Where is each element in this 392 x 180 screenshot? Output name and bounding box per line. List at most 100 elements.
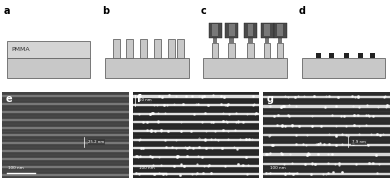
Bar	[229, 38, 234, 43]
Bar	[132, 153, 260, 161]
Bar	[2, 139, 129, 146]
Bar	[2, 174, 129, 175]
Bar	[132, 101, 260, 109]
Bar	[132, 113, 260, 114]
Bar	[2, 123, 129, 131]
Text: 25.2 nm: 25.2 nm	[88, 140, 104, 144]
Bar	[132, 139, 260, 140]
Bar	[2, 163, 129, 170]
Bar	[2, 115, 129, 123]
Bar	[2, 108, 129, 115]
Bar	[264, 43, 270, 58]
Bar	[132, 144, 260, 152]
Bar	[203, 58, 287, 78]
Bar	[263, 169, 390, 178]
Bar	[261, 23, 274, 38]
Bar	[2, 124, 129, 131]
Bar	[2, 100, 129, 107]
Bar	[132, 100, 260, 109]
Bar	[132, 118, 260, 126]
Bar	[132, 95, 260, 96]
Bar	[2, 92, 129, 99]
Bar	[2, 150, 129, 151]
Bar	[2, 116, 129, 123]
Bar	[229, 24, 234, 36]
Bar	[274, 23, 287, 38]
Bar	[263, 159, 390, 169]
Bar	[225, 23, 238, 38]
Bar	[132, 170, 260, 178]
Bar	[213, 38, 217, 43]
Bar	[263, 121, 390, 130]
Bar	[2, 171, 129, 178]
Bar	[2, 163, 129, 170]
Bar	[263, 169, 390, 178]
Bar	[2, 147, 129, 155]
Bar	[132, 92, 260, 100]
Bar	[263, 163, 390, 164]
Bar	[132, 161, 260, 170]
Bar	[278, 57, 282, 59]
Bar	[278, 38, 282, 43]
Bar	[263, 140, 390, 149]
Bar	[132, 121, 260, 122]
Bar	[370, 53, 375, 58]
Bar	[263, 92, 390, 101]
Bar	[2, 95, 129, 96]
Bar	[132, 92, 260, 100]
Bar	[132, 173, 260, 174]
Bar	[2, 111, 129, 112]
Text: 100 nm: 100 nm	[139, 166, 155, 170]
Bar	[132, 127, 260, 135]
Bar	[358, 53, 363, 58]
Bar	[2, 155, 129, 162]
Bar	[2, 147, 129, 154]
Bar	[263, 92, 390, 101]
Text: d: d	[299, 6, 306, 16]
Bar	[264, 24, 270, 36]
Bar	[2, 158, 129, 159]
Bar	[132, 135, 260, 143]
Bar	[265, 38, 269, 43]
Bar	[263, 173, 390, 174]
Bar	[212, 43, 218, 58]
Bar	[2, 92, 129, 100]
Bar	[132, 144, 260, 152]
Text: g: g	[267, 94, 274, 104]
Bar	[212, 24, 218, 36]
Text: 7.9 nm: 7.9 nm	[352, 140, 366, 144]
Bar	[263, 101, 390, 111]
Bar	[132, 104, 260, 105]
Bar	[247, 43, 254, 58]
Text: a: a	[4, 6, 10, 16]
Bar	[302, 58, 385, 78]
Bar	[263, 111, 390, 120]
Bar	[132, 109, 260, 118]
Bar	[132, 165, 260, 166]
Bar	[2, 131, 129, 139]
Bar	[263, 121, 390, 130]
Bar	[263, 149, 390, 159]
Bar	[263, 115, 390, 116]
Bar	[2, 100, 129, 107]
Text: 10 nm: 10 nm	[139, 98, 152, 102]
Bar	[263, 131, 390, 139]
Bar	[178, 39, 184, 58]
Bar	[2, 155, 129, 163]
Bar	[265, 57, 269, 59]
Bar	[209, 23, 221, 38]
Bar	[229, 57, 234, 59]
Bar	[2, 131, 129, 139]
Bar	[140, 39, 147, 58]
Bar	[263, 125, 390, 126]
Bar	[2, 119, 129, 120]
Bar	[2, 127, 129, 128]
Bar	[132, 130, 260, 131]
Bar	[105, 58, 189, 78]
Bar	[263, 144, 390, 145]
Bar	[2, 103, 129, 104]
Bar	[132, 161, 260, 169]
Bar	[132, 170, 260, 178]
Bar	[277, 43, 283, 58]
Bar	[244, 23, 257, 38]
